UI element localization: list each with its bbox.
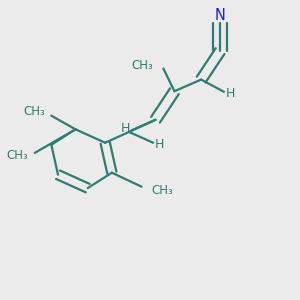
Text: CH₃: CH₃ [131,58,153,71]
Text: CH₃: CH₃ [23,105,45,118]
Text: N: N [215,8,226,23]
Text: H: H [226,87,235,100]
Text: CH₃: CH₃ [152,184,173,197]
Text: H: H [155,138,164,151]
Text: CH₃: CH₃ [7,149,28,162]
Text: H: H [120,122,130,135]
